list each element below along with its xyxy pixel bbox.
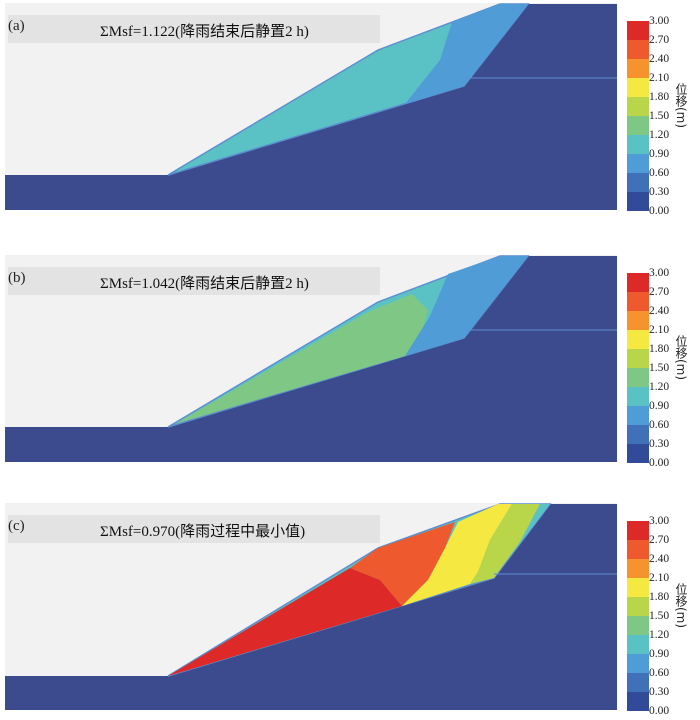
legend-swatch [627,425,649,444]
legend-tick-label: 0.30 [649,686,670,698]
panel-title: ΣMsf=0.970(降雨过程中最小值) [100,524,306,540]
legend-tick-label: 2.70 [649,286,670,298]
bedrock [5,504,617,710]
panel-tag: (b) [8,270,26,286]
legend-swatch [627,349,649,368]
legend-tick-label: 0.60 [649,419,670,431]
legend-tick-label: 2.40 [649,305,670,317]
bedrock [5,256,617,462]
legend-swatch [627,330,649,349]
legend-tick-label: 0.60 [649,167,670,179]
legend-swatch [627,521,649,540]
legend-swatch [627,406,649,425]
legend-tick-label: 1.50 [649,610,670,622]
legend-swatch [627,311,649,330]
legend-swatch [627,540,649,559]
zone-cyan [494,504,550,578]
legend-swatch [627,192,649,211]
legend-tick-label: 1.80 [649,343,670,355]
panel-tag: (c) [8,518,25,534]
legend-swatch [627,578,649,597]
panel-b: (b) ΣMsf=1.042(降雨结束后静置2 h) 3.00 2.70 2.40 2… [0,252,700,472]
legend-swatch [627,97,649,116]
legend-tick-label: 1.20 [649,381,670,393]
legend-swatch [627,635,649,654]
title-box [8,515,380,543]
legend: 3.00 2.70 2.40 2.10 1.80 1.50 1.20 0.90 0.60 0.30… [627,515,688,717]
legend-swatch [627,116,649,135]
legend-swatch [627,387,649,406]
legend-swatch [627,654,649,673]
legend-swatch [627,559,649,578]
displacement-zone-blue [405,4,528,104]
legend-swatch [627,173,649,192]
zone-yellow [402,504,512,606]
legend-tick-label: 0.90 [649,648,670,660]
legend-unit-label: 位移(m) [674,335,688,381]
panel-tag: (a) [8,18,25,34]
legend-tick-label: 1.50 [649,110,670,122]
legend-swatch [627,21,649,40]
legend: 3.00 2.70 2.40 2.10 1.80 1.50 1.20 0.90 0.60 0.30… [627,267,688,469]
legend-tick-label: 2.70 [649,34,670,46]
legend-tick-label: 3.00 [649,15,670,27]
zone-orange [350,522,455,606]
legend-swatch [627,597,649,616]
legend-tick-label: 3.00 [649,267,670,279]
legend-tick-label: 0.90 [649,148,670,160]
slope-diagram-b [5,255,617,462]
zone-light-green [470,504,540,584]
legend-tick-label: 1.20 [649,629,670,641]
panel-title: ΣMsf=1.042(降雨结束后静置2 h) [100,276,309,292]
displacement-zone-green [175,294,428,424]
legend-tick-label: 2.10 [649,572,670,584]
legend-tick-label: 2.40 [649,553,670,565]
legend-tick-label: 1.50 [649,362,670,374]
legend-swatch [627,154,649,173]
legend-tick-label: 0.00 [649,205,670,217]
legend-swatch [627,368,649,387]
panel-title: ΣMsf=1.122(降雨结束后静置2 h) [100,24,309,40]
legend-tick-label: 0.30 [649,186,670,198]
legend-tick-label: 0.30 [649,438,670,450]
legend-swatch [627,616,649,635]
legend-swatch [627,40,649,59]
zone-red [168,568,402,676]
legend-tick-label: 0.00 [649,457,670,469]
legend-tick-label: 1.80 [649,91,670,103]
displacement-zone-blue [405,256,528,356]
panel-c: (c) ΣMsf=0.970(降雨过程中最小值) 3.00 2.70 2.40 2.1… [0,500,700,720]
legend-tick-label: 2.10 [649,324,670,336]
legend-swatch [627,273,649,292]
legend-tick-label: 2.10 [649,72,670,84]
legend-swatch [627,292,649,311]
legend-tick-label: 0.00 [649,705,670,717]
legend-unit-label: 位移(m) [674,83,688,129]
legend-tick-label: 1.20 [649,129,670,141]
legend-swatch [627,444,649,463]
legend-swatch [627,673,649,692]
legend-tick-label: 2.70 [649,534,670,546]
legend-swatch [627,692,649,711]
title-box [8,15,380,43]
legend-tick-label: 0.60 [649,667,670,679]
legend-swatch [627,59,649,78]
legend-unit-label: 位移(m) [674,583,688,629]
legend-tick-label: 1.80 [649,591,670,603]
legend-tick-label: 3.00 [649,515,670,527]
title-box [8,267,380,295]
panel-a: (a) ΣMsf=1.122(降雨结束后静置2 h) 3.00 2.70 2.40 2… [0,0,700,220]
legend-swatch [627,78,649,97]
bedrock [5,4,617,210]
legend-tick-label: 0.90 [649,400,670,412]
legend: 3.00 2.70 2.40 2.10 1.80 1.50 1.20 0.90 0.60 0.30… [627,15,688,217]
legend-swatch [627,135,649,154]
legend-tick-label: 2.40 [649,53,670,65]
